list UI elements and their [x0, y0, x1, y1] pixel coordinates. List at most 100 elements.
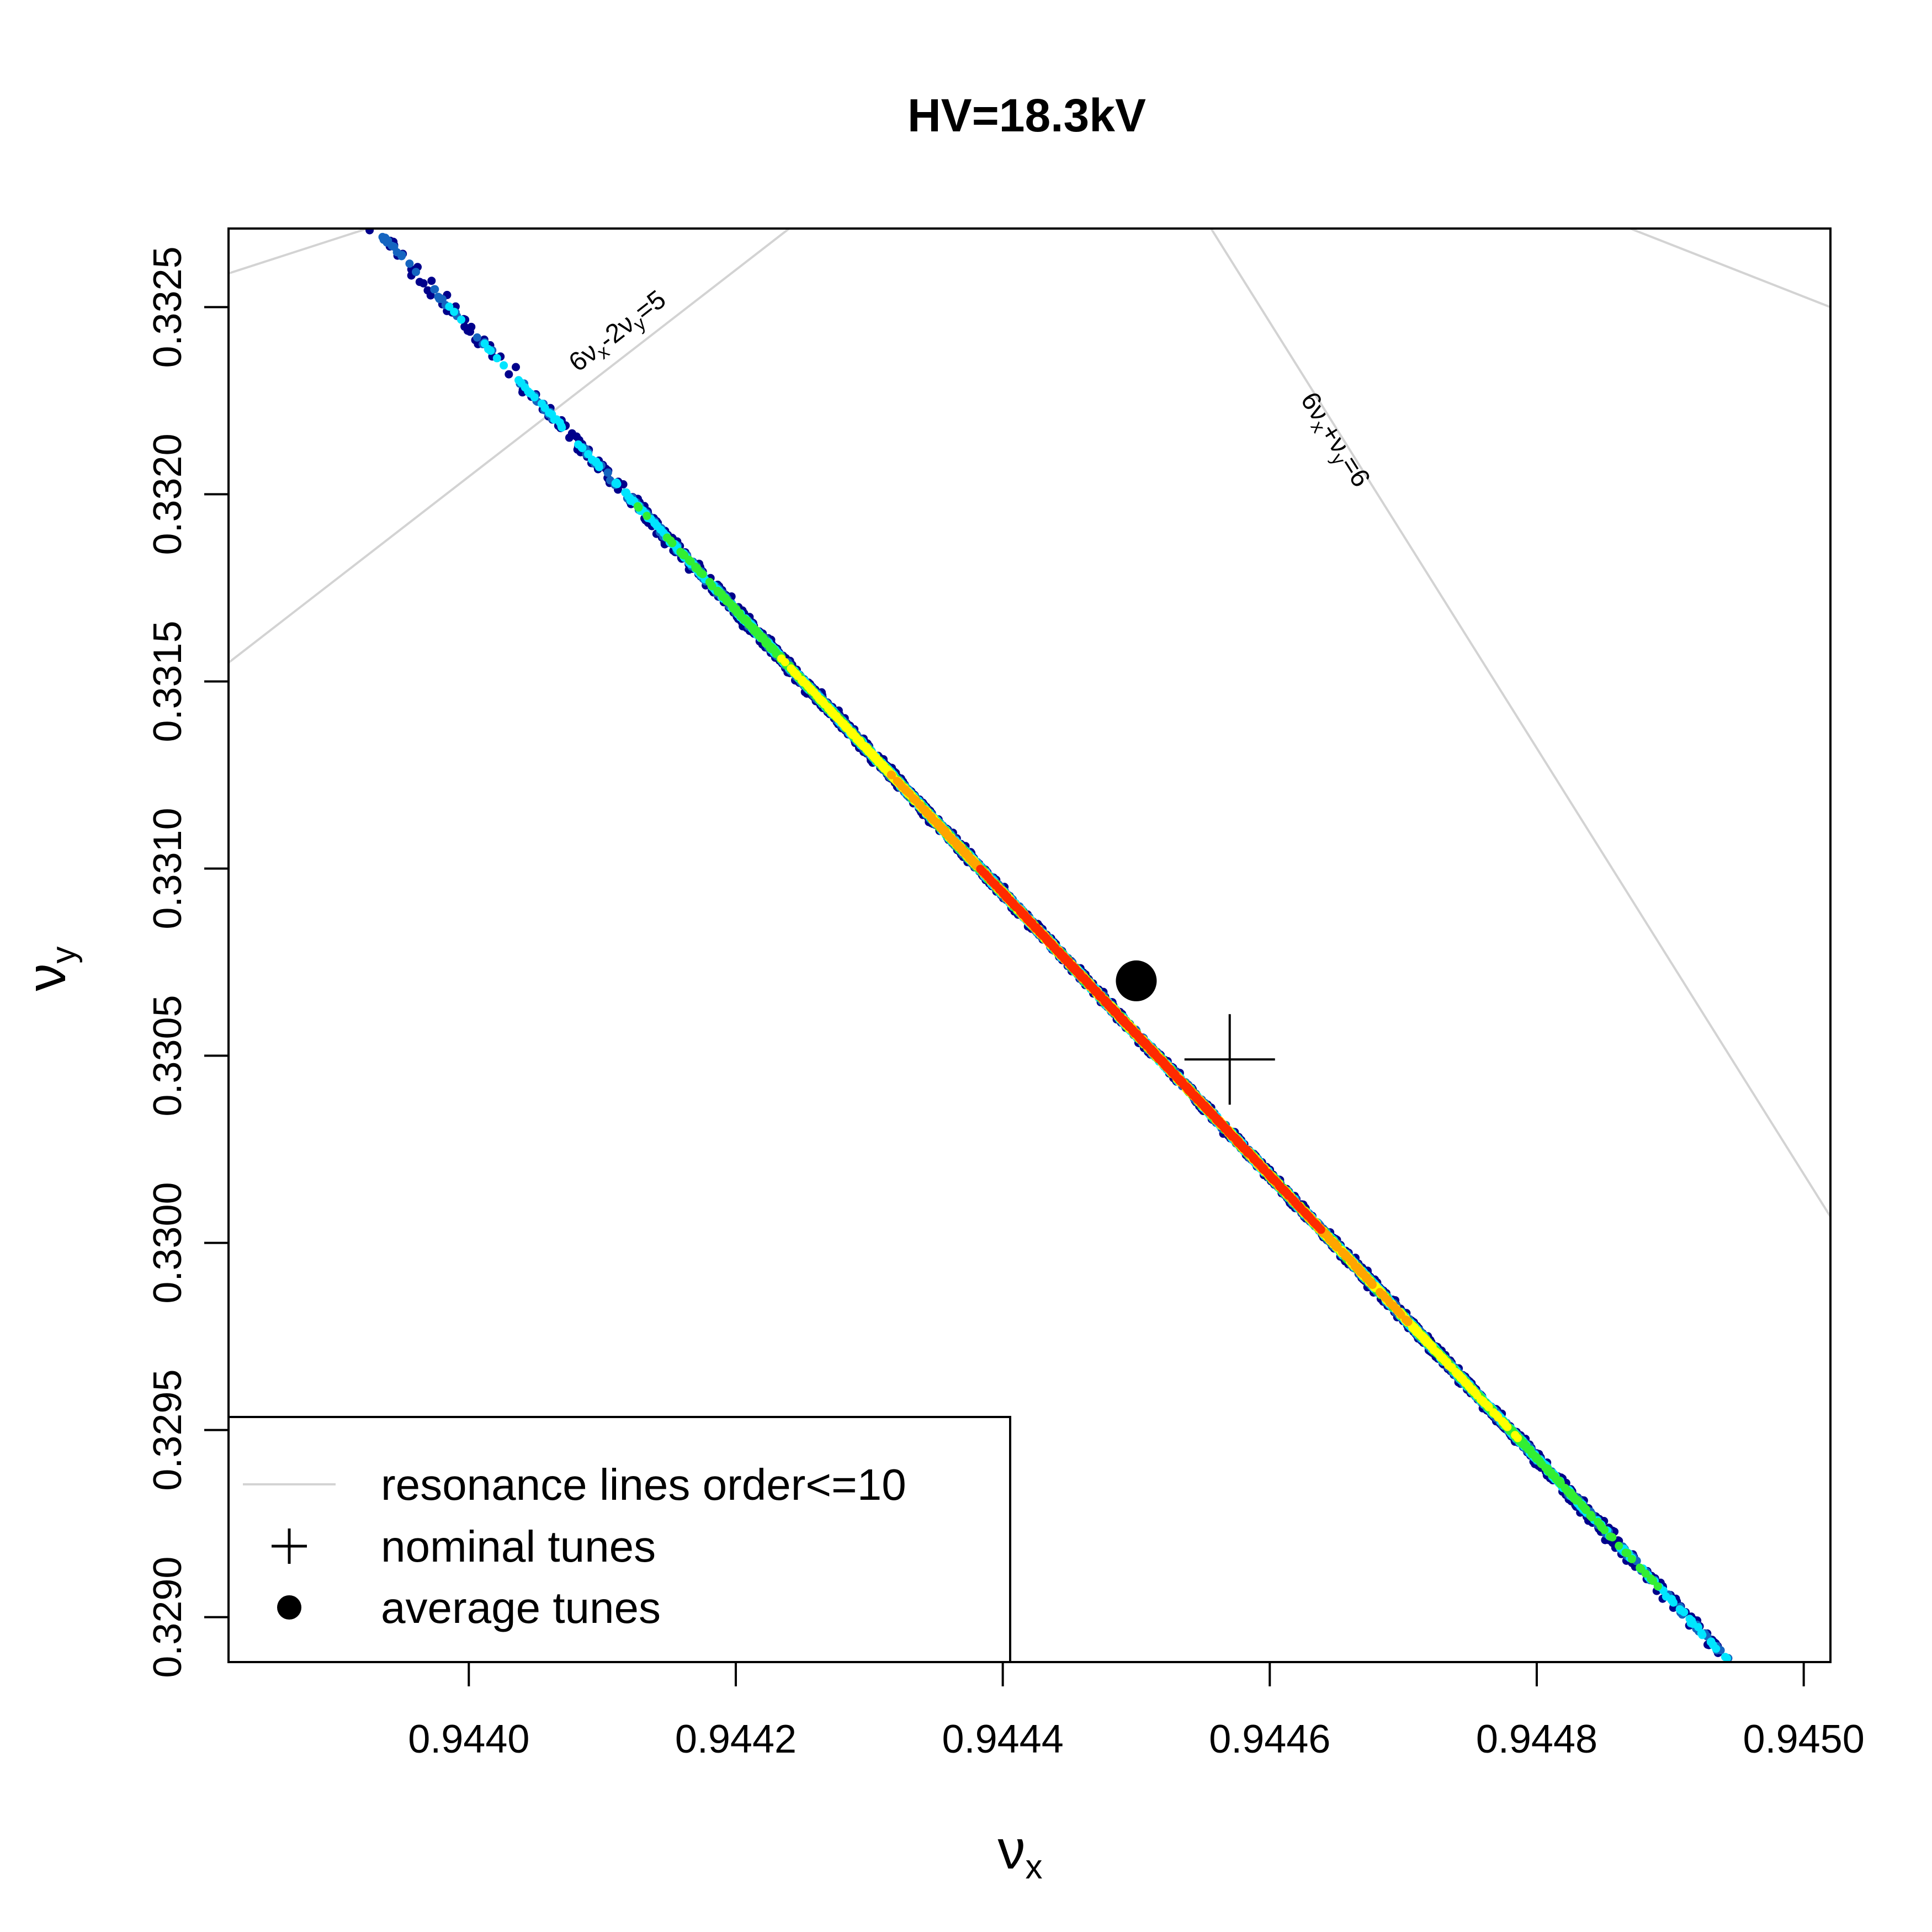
scatter-point [530, 393, 539, 402]
chart-title: HV=18.3kV [907, 89, 1146, 141]
scatter-point [761, 636, 769, 645]
scatter-point [423, 286, 432, 295]
scatter-point [412, 268, 420, 277]
scatter-point [1706, 1638, 1715, 1647]
scatter-point [792, 670, 800, 678]
scatter-point [603, 468, 612, 477]
scatter-point [457, 315, 465, 324]
scatter-point [633, 502, 642, 511]
scatter-point [705, 578, 714, 587]
scatter-point [512, 363, 520, 371]
resonance-line [1630, 229, 1830, 309]
scatter-point [500, 361, 508, 370]
scatter-point [430, 285, 439, 294]
scatter-point [668, 539, 677, 548]
scatter-point [567, 429, 576, 438]
scatter-point [1531, 1452, 1540, 1461]
scatter-point [1621, 1548, 1630, 1557]
scatter-point [781, 658, 789, 666]
scatter-point [715, 588, 723, 597]
scatter-point [1447, 1363, 1456, 1372]
scatter-point [1649, 1577, 1658, 1585]
scatter-point [1546, 1468, 1554, 1477]
scatter-point [450, 307, 459, 316]
scatter-point [1572, 1495, 1580, 1504]
scatter-point [405, 259, 414, 268]
scatter-point [1511, 1431, 1520, 1440]
scatter-point [438, 295, 447, 304]
scatter-point [466, 327, 474, 336]
scatter-point [1641, 1569, 1650, 1578]
scatter-point [1412, 1326, 1420, 1335]
scatter-point [1581, 1505, 1590, 1514]
scatter-point [837, 718, 846, 727]
scatter-point [865, 747, 874, 756]
scatter-point [1689, 1620, 1697, 1628]
scatter-point [679, 550, 688, 559]
scatter-point [388, 241, 396, 250]
scatter-point [888, 771, 896, 779]
scatter-point [584, 450, 592, 459]
scatter-point [427, 277, 436, 285]
scatter-point [1607, 1533, 1616, 1541]
scatter-point [557, 422, 566, 431]
scatter-point [419, 279, 428, 288]
scatter-point [1675, 1605, 1684, 1613]
scatter-point [768, 644, 777, 653]
scatter-point [397, 252, 406, 261]
scatter-point [492, 354, 501, 363]
scatter-point [910, 795, 919, 804]
scatter-point [625, 493, 634, 502]
scatter-point [1402, 1315, 1411, 1324]
scatter-points-layer [365, 229, 1733, 1662]
scatter-point [653, 522, 661, 530]
scatter-point [1615, 1541, 1623, 1550]
scatter-point [480, 339, 489, 348]
scatter-point [1288, 1195, 1297, 1204]
scatter-point [938, 825, 947, 834]
scatter-point [926, 813, 935, 821]
scatter-point [1596, 1521, 1605, 1530]
scatter-point [611, 479, 620, 488]
scatter-point [1478, 1397, 1487, 1405]
resonance-line [1210, 229, 1830, 1218]
scatter-point [663, 533, 672, 542]
scatter-point [1352, 1262, 1361, 1271]
scatter-point [643, 512, 651, 521]
scatter-point [904, 788, 912, 797]
scatter-point [856, 738, 865, 747]
resonance-line [229, 229, 790, 664]
scatter-point [1520, 1441, 1529, 1450]
scatter-point [1489, 1408, 1498, 1417]
scatter-point [1627, 1554, 1636, 1563]
scatter-point [807, 686, 816, 694]
scatter-point [1503, 1423, 1512, 1431]
scatter-point [1697, 1629, 1706, 1638]
scatter-point [798, 676, 807, 685]
scatter-point [552, 415, 561, 424]
resonance-line [229, 229, 368, 275]
scatter-point [577, 443, 586, 452]
scatter-point [1669, 1598, 1678, 1607]
scatter-point [1653, 1582, 1662, 1591]
scatter-point [1721, 1653, 1729, 1662]
scatter-point [1586, 1511, 1595, 1520]
scatter-point [1376, 1288, 1384, 1297]
scatter-point [486, 346, 495, 355]
scatter-point [696, 569, 705, 577]
scatter-point [505, 370, 513, 379]
scatter-point [896, 780, 905, 789]
scatter-point [517, 379, 526, 388]
scatter-point [545, 408, 554, 417]
scatter-point [445, 302, 454, 311]
scatter-point [595, 460, 603, 469]
scatter-point [1484, 1403, 1493, 1411]
scatter-point [1561, 1484, 1569, 1493]
scatter-point [735, 609, 743, 618]
scatter-point [728, 603, 737, 611]
scatter-point [365, 229, 374, 235]
scatter-point [473, 333, 481, 342]
resonance-lines-layer [229, 229, 1830, 1218]
